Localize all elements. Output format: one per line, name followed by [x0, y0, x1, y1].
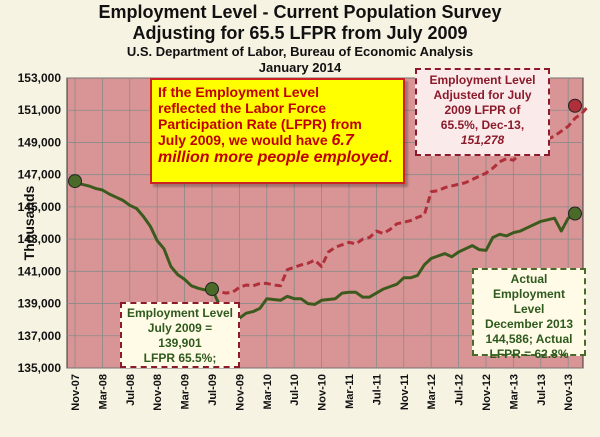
x-tick-label: Nov-13 — [563, 374, 575, 411]
x-tick-label: Nov-07 — [70, 374, 82, 411]
annotation-text-end: . — [388, 149, 393, 165]
annotation-text-line: July 2009 = — [147, 321, 213, 335]
data-point-marker — [568, 98, 582, 113]
chart-date: January 2014 — [258, 60, 342, 75]
y-tick-label: 137,000 — [18, 329, 62, 343]
x-tick-label: Jul-10 — [289, 374, 301, 406]
x-tick-label: Mar-08 — [97, 374, 109, 409]
x-tick-label: Jul-13 — [536, 374, 548, 406]
annotation-text-line: Employment Level — [126, 306, 234, 320]
x-tick-label: Mar-12 — [426, 374, 438, 409]
x-tick-label: Jul-12 — [454, 374, 466, 406]
annotation-text-line: Actual — [510, 272, 548, 286]
x-tick-label: Mar-10 — [262, 374, 274, 409]
x-tick-label: Nov-12 — [481, 374, 493, 411]
annotation-actual-level: Actual Employment Level December 2013 14… — [472, 268, 586, 361]
chart-subtitle: U.S. Department of Labor, Bureau of Econ… — [126, 44, 474, 59]
y-tick-label: 153,000 — [18, 71, 62, 85]
annotation-text-line: 144,586; Actual — [485, 332, 573, 346]
y-tick-label: 141,000 — [18, 264, 62, 278]
y-tick-label: 135,000 — [18, 361, 62, 375]
x-tick-label: Jul-09 — [207, 374, 219, 406]
annotation-text-line: December 2013 — [484, 317, 574, 331]
annotation-text-line: Employment Level — [429, 73, 536, 87]
annotation-text-line: July 2009, we would have — [158, 132, 332, 148]
annotation-value: 151,278 — [460, 133, 505, 147]
annotation-text-line: 65.5%, Dec-13, — [440, 118, 525, 132]
annotation-july-2009: Employment Level July 2009 = 139,901 LFP… — [120, 302, 240, 368]
x-tick-label: Jul-11 — [371, 374, 383, 405]
series-line-actual — [74, 179, 576, 320]
data-point-marker — [568, 206, 582, 221]
chart-title-line-2: Adjusting for 65.5 LFPR from July 2009 — [132, 23, 468, 43]
y-tick-label: 143,000 — [18, 232, 62, 246]
annotation-text-line: Participation Rate (LFPR) from — [158, 116, 362, 132]
annotation-text-line: If the Employment Level — [158, 84, 320, 100]
data-point-marker — [204, 282, 219, 297]
x-tick-label: Mar-11 — [344, 374, 356, 409]
x-tick-label: Nov-08 — [152, 374, 164, 411]
y-tick-label: 139,000 — [18, 297, 62, 311]
annotation-adjusted-level: Employment Level Adjusted for July 2009 … — [415, 68, 550, 156]
x-tick-label: Nov-11 — [399, 374, 411, 410]
y-axis-label: Thousands — [21, 185, 37, 260]
x-tick-label: Mar-09 — [180, 374, 192, 409]
annotation-text-line: Adjusted for July — [433, 88, 532, 102]
y-tick-label: 145,000 — [18, 200, 62, 214]
annotation-text-line: 2009 LFPR of — [444, 103, 521, 117]
chart-header: Employment Level - Current Population Su… — [0, 2, 600, 76]
data-point-marker — [68, 174, 82, 189]
y-tick-label: 149,000 — [18, 135, 62, 149]
annotation-more-employed: If the Employment Level reflected the La… — [150, 78, 405, 184]
x-tick-label: Nov-10 — [317, 374, 329, 411]
series-line-adjusted — [211, 104, 590, 295]
annotation-text-line: Employment Level — [492, 287, 565, 316]
annotation-text-line: reflected the Labor Force — [158, 100, 327, 116]
annotation-text-line: LFPR = 62.8% — [489, 347, 569, 361]
annotation-text-line: LFPR 65.5%; — [143, 351, 217, 365]
annotation-highlight: 6.7 million more people employed — [158, 132, 389, 166]
x-tick-label: Mar-13 — [508, 374, 520, 409]
y-tick-label: 147,000 — [18, 168, 62, 182]
annotation-text-line: 139,901 — [158, 336, 202, 350]
chart-title: Employment Level - Current Population Su… — [98, 2, 502, 22]
x-tick-label: Jul-08 — [125, 374, 137, 406]
y-tick-label: 151,000 — [18, 103, 62, 117]
x-tick-label: Nov-09 — [234, 374, 246, 411]
